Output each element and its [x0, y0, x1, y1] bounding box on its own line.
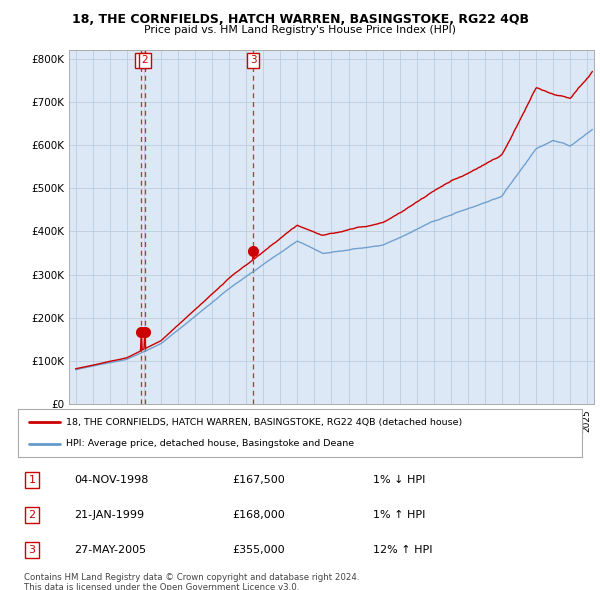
Text: 1% ↓ HPI: 1% ↓ HPI	[373, 475, 425, 485]
Text: 2: 2	[29, 510, 35, 520]
Text: 1: 1	[29, 475, 35, 485]
Text: 27-MAY-2005: 27-MAY-2005	[74, 545, 146, 555]
Text: 04-NOV-1998: 04-NOV-1998	[74, 475, 149, 485]
Text: Contains HM Land Registry data © Crown copyright and database right 2024.: Contains HM Land Registry data © Crown c…	[24, 573, 359, 582]
Text: 18, THE CORNFIELDS, HATCH WARREN, BASINGSTOKE, RG22 4QB: 18, THE CORNFIELDS, HATCH WARREN, BASING…	[71, 13, 529, 26]
Text: £168,000: £168,000	[232, 510, 285, 520]
Text: 3: 3	[250, 55, 256, 65]
Text: 2: 2	[142, 55, 148, 65]
Text: This data is licensed under the Open Government Licence v3.0.: This data is licensed under the Open Gov…	[24, 583, 299, 590]
Text: 12% ↑ HPI: 12% ↑ HPI	[373, 545, 433, 555]
Text: 3: 3	[29, 545, 35, 555]
Text: 1: 1	[138, 55, 145, 65]
Text: £167,500: £167,500	[232, 475, 285, 485]
Text: 18, THE CORNFIELDS, HATCH WARREN, BASINGSTOKE, RG22 4QB (detached house): 18, THE CORNFIELDS, HATCH WARREN, BASING…	[66, 418, 462, 427]
Text: £355,000: £355,000	[232, 545, 285, 555]
Text: HPI: Average price, detached house, Basingstoke and Deane: HPI: Average price, detached house, Basi…	[66, 439, 354, 448]
Text: 21-JAN-1999: 21-JAN-1999	[74, 510, 145, 520]
Text: Price paid vs. HM Land Registry's House Price Index (HPI): Price paid vs. HM Land Registry's House …	[144, 25, 456, 35]
Text: 1% ↑ HPI: 1% ↑ HPI	[373, 510, 425, 520]
